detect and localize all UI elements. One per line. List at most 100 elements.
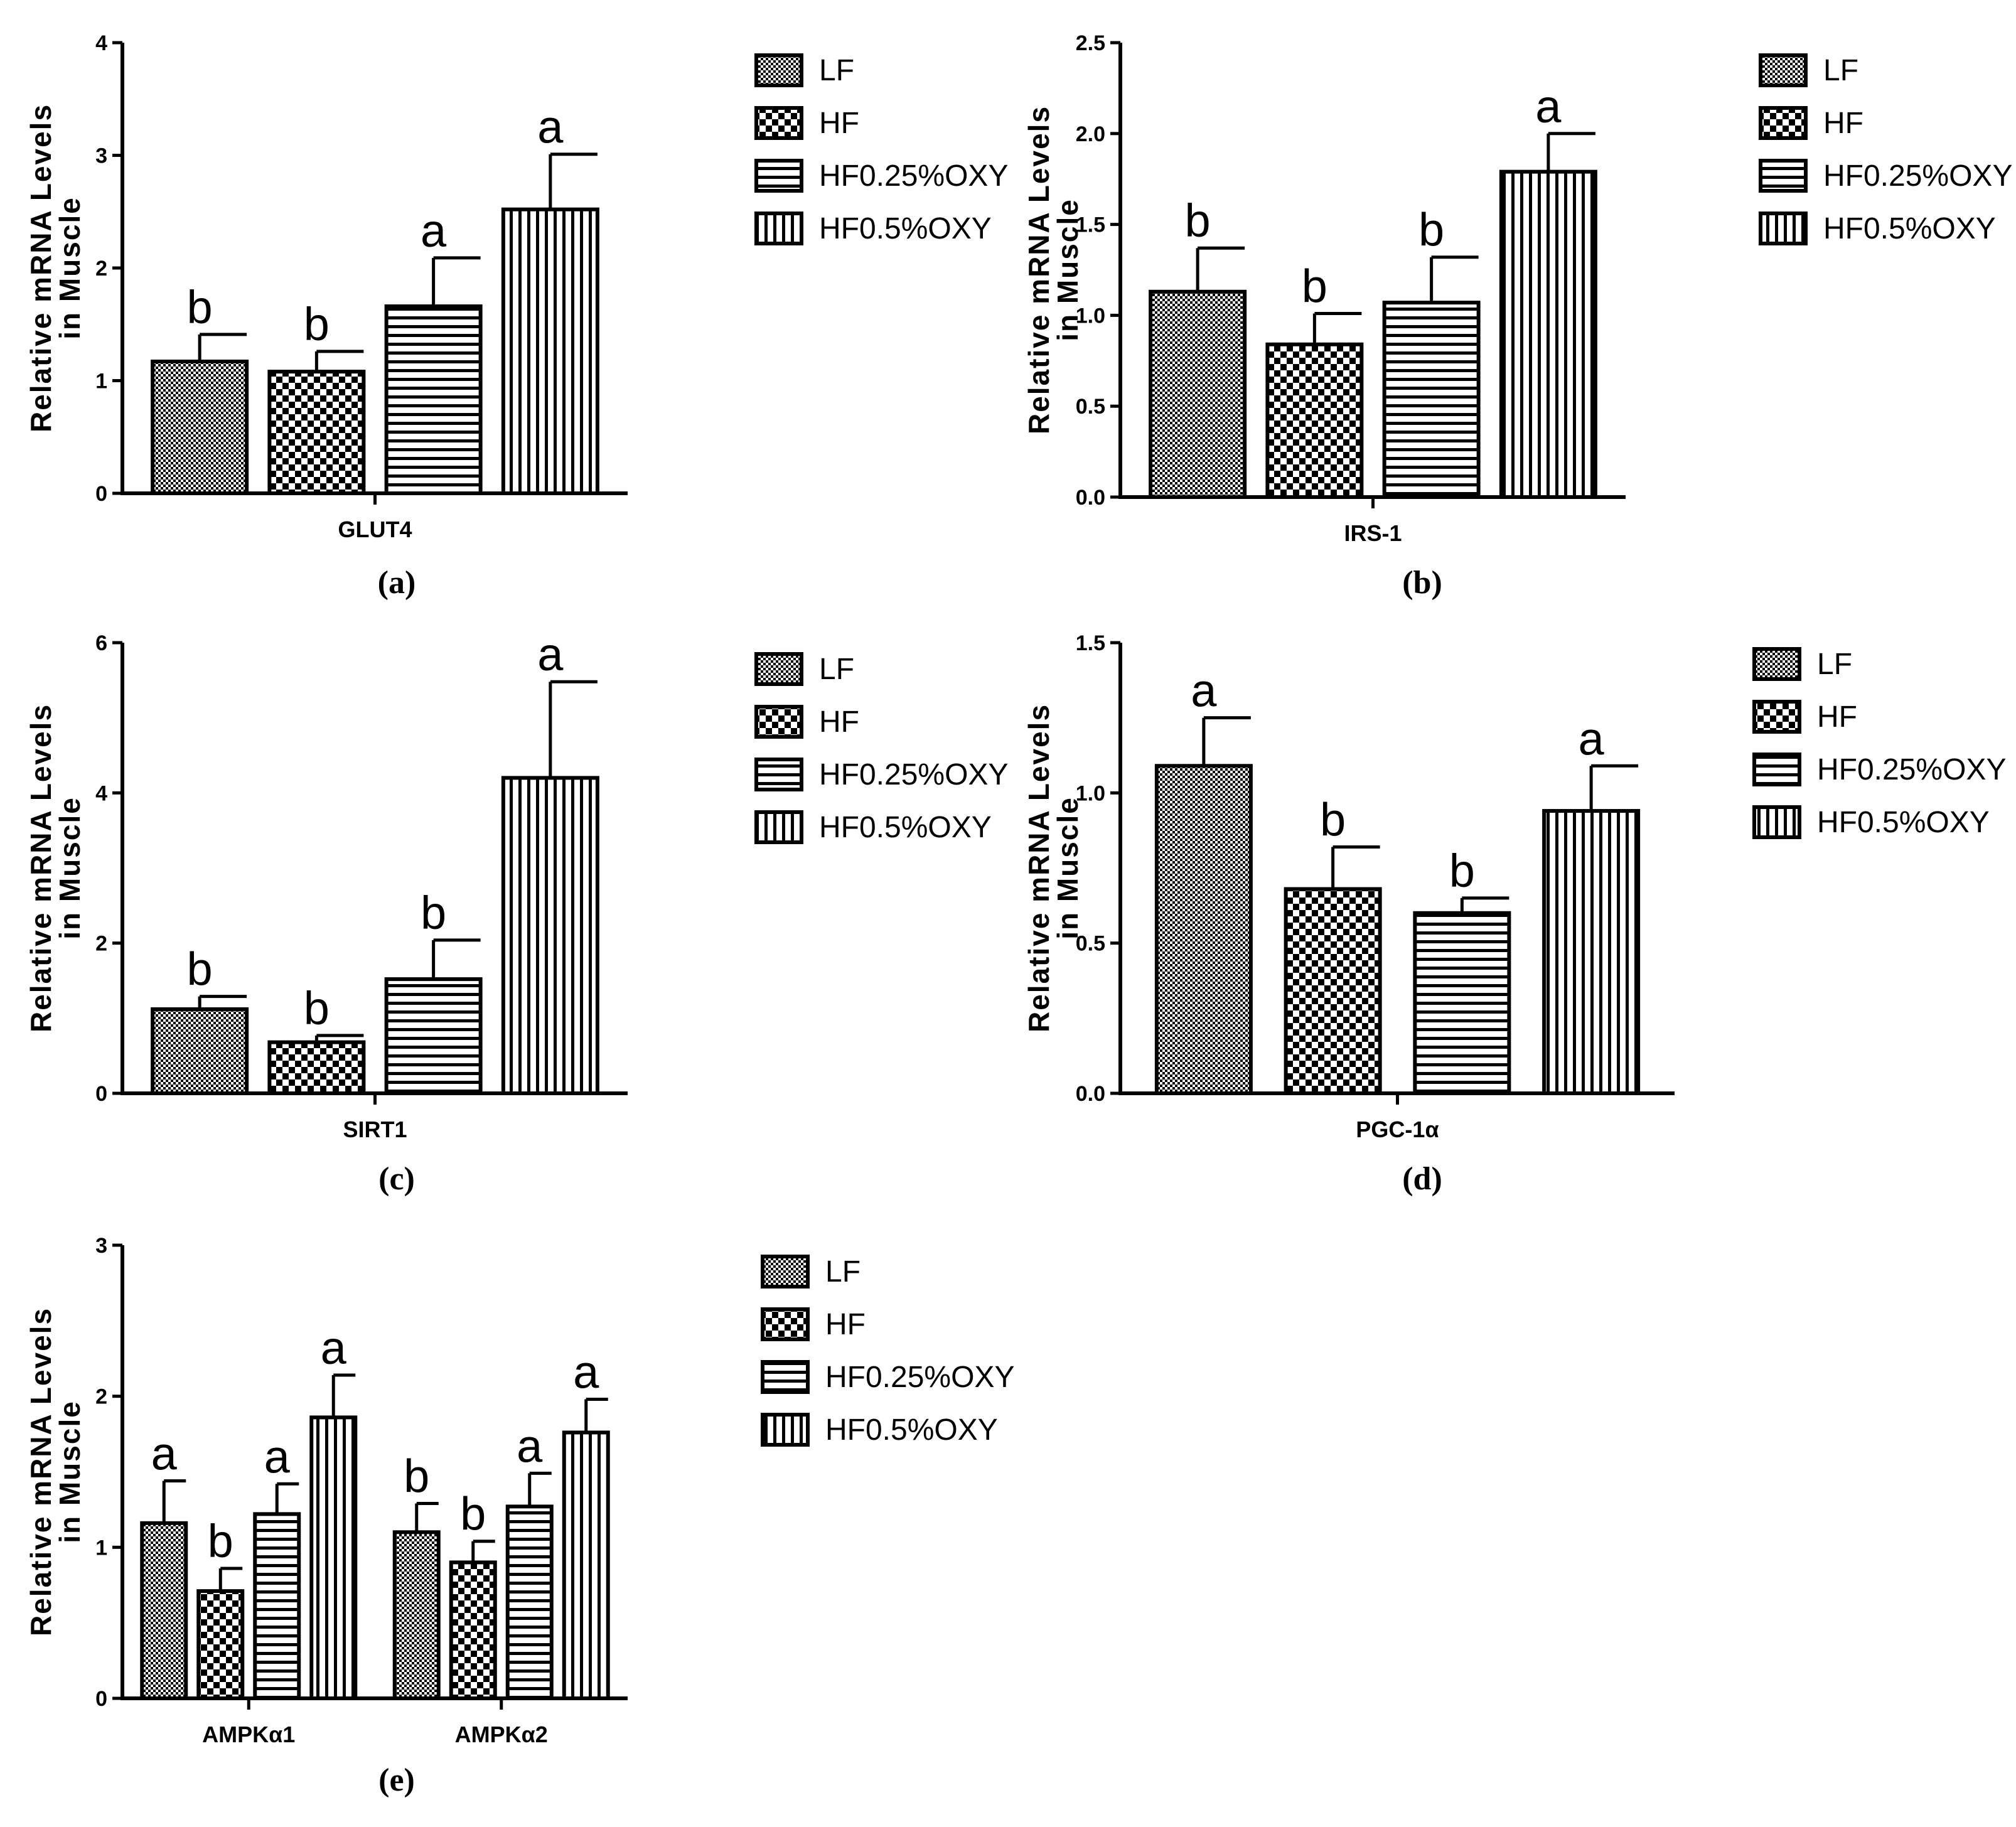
significance-letter: a: [264, 1430, 291, 1482]
legend-swatch: [1752, 805, 1801, 839]
bar: [196, 1589, 245, 1701]
significance-letter: b: [1302, 260, 1327, 313]
y-tick-label: 0.0: [1076, 486, 1105, 510]
legend-label: HF: [825, 1308, 866, 1341]
bar: [309, 1415, 358, 1701]
y-tick-label: 2: [95, 932, 107, 956]
bar: [1284, 887, 1382, 1096]
legend-label: HF0.5%OXY: [825, 1413, 998, 1447]
panel-label: (e): [378, 1762, 415, 1798]
x-category-label: SIRT1: [343, 1117, 407, 1142]
significance-letter: a: [517, 1420, 543, 1472]
significance-letter: a: [321, 1322, 347, 1374]
legend: LF HF HF0.25%OXY HF0.5%OXY: [754, 53, 1008, 245]
bar: [384, 304, 483, 495]
significance-letter: a: [537, 101, 564, 153]
legend-label: LF: [1823, 54, 1858, 87]
bar: [449, 1560, 497, 1700]
significance-letter: b: [1185, 195, 1211, 247]
legend-label: LF: [819, 54, 854, 87]
y-tick-label: 2: [95, 1385, 107, 1409]
panel-label: (c): [378, 1161, 415, 1197]
significance-letter: b: [304, 298, 330, 350]
significance-letter: b: [1418, 204, 1444, 256]
legend-swatch: [761, 1360, 810, 1394]
y-tick-label: 1.5: [1076, 631, 1105, 655]
bar: [1542, 809, 1641, 1095]
legend-swatch: [761, 1255, 810, 1289]
bar: [267, 1040, 366, 1096]
legend-swatch: [1752, 647, 1801, 681]
legend-swatch: [754, 810, 803, 844]
bar: [1382, 301, 1481, 499]
y-axis-label-line2: in Muscle: [53, 796, 86, 940]
y-axis-label: Relative mRNA Levelsin Muscle: [1022, 105, 1084, 434]
bar: [501, 776, 599, 1096]
legend: LF HF HF0.25%OXY HF0.5%OXY: [1752, 647, 2006, 839]
y-tick-label: 0: [95, 1687, 107, 1711]
bar: [392, 1530, 441, 1700]
y-axis-label-line1: Relative mRNA Levels: [1022, 105, 1055, 434]
legend-swatch: [754, 652, 803, 686]
legend-swatch: [754, 159, 803, 193]
bar: [501, 207, 599, 495]
y-axis-label-line2: in Muscle: [53, 196, 86, 340]
y-axis-label-line1: Relative mRNA Levels: [24, 1307, 57, 1636]
legend-label: HF0.25%OXY: [825, 1361, 1014, 1394]
bar: [1149, 289, 1247, 499]
significance-letter: a: [151, 1427, 178, 1479]
legend-label: HF0.25%OXY: [1823, 159, 2012, 193]
significance-letter: b: [187, 281, 213, 333]
y-axis-label: Relative mRNA Levelsin Muscle: [1022, 704, 1084, 1032]
y-tick-label: 1.0: [1076, 781, 1105, 805]
bar: [505, 1504, 554, 1700]
legend-swatch: [761, 1307, 810, 1341]
y-axis-label-line2: in Muscle: [1051, 796, 1084, 940]
legend-label: HF0.25%OXY: [1817, 753, 2006, 786]
y-tick-label: 0.0: [1076, 1082, 1105, 1106]
legend-swatch: [1759, 53, 1808, 87]
legend-swatch: [1752, 753, 1801, 786]
bar: [253, 1512, 301, 1701]
chart-panel: 0 1 2 3 4 Relative mRNA Levelsin Muscle b b a a GL…: [24, 31, 1008, 601]
legend-swatch: [754, 758, 803, 791]
legend-swatch: [1759, 212, 1808, 245]
y-tick-label: 1: [95, 370, 107, 394]
legend: LF HF HF0.25%OXY HF0.5%OXY: [754, 652, 1008, 844]
legend: LF HF HF0.25%OXY HF0.5%OXY: [1759, 53, 2012, 245]
legend-swatch: [754, 53, 803, 87]
bar: [140, 1521, 188, 1700]
y-axis-label: Relative mRNA Levelsin Muscle: [24, 1307, 86, 1636]
legend: LF HF HF0.25%OXY HF0.5%OXY: [761, 1255, 1014, 1447]
legend-label: HF: [1823, 107, 1863, 140]
y-axis-label-line1: Relative mRNA Levels: [24, 704, 57, 1032]
y-tick-label: 4: [95, 31, 107, 55]
y-axis-label-line1: Relative mRNA Levels: [1022, 704, 1055, 1032]
significance-letter: b: [208, 1515, 233, 1567]
legend-swatch: [754, 106, 803, 140]
y-axis-label-line2: in Muscle: [53, 1400, 86, 1543]
significance-letter: b: [304, 982, 330, 1034]
panel-label: (b): [1402, 565, 1442, 601]
legend-label: HF0.5%OXY: [819, 811, 992, 844]
y-axis-label-line2: in Muscle: [1051, 198, 1084, 341]
significance-letter: b: [1320, 793, 1346, 845]
y-axis-label: Relative mRNA Levelsin Muscle: [24, 704, 86, 1032]
legend-label: HF0.5%OXY: [1823, 212, 1996, 245]
chart-panel: 0.0 0.5 1.0 1.5 2.0 2.5 Relative mRNA Levelsin…: [1022, 31, 2012, 601]
legend-label: HF0.25%OXY: [819, 159, 1008, 193]
legend-label: HF0.5%OXY: [819, 212, 992, 245]
x-category-label: AMPKα2: [455, 1722, 548, 1747]
y-tick-label: 1.5: [1076, 213, 1105, 237]
panel-label: (a): [378, 565, 416, 601]
legend-label: LF: [825, 1255, 861, 1289]
y-tick-label: 3: [95, 1234, 107, 1258]
x-category-label: GLUT4: [338, 517, 412, 542]
bar: [384, 977, 483, 1096]
bar: [1265, 342, 1364, 500]
legend-label: HF: [819, 107, 859, 140]
legend-label: HF0.25%OXY: [819, 758, 1008, 791]
significance-letter: a: [537, 628, 564, 680]
significance-letter: a: [421, 205, 447, 257]
